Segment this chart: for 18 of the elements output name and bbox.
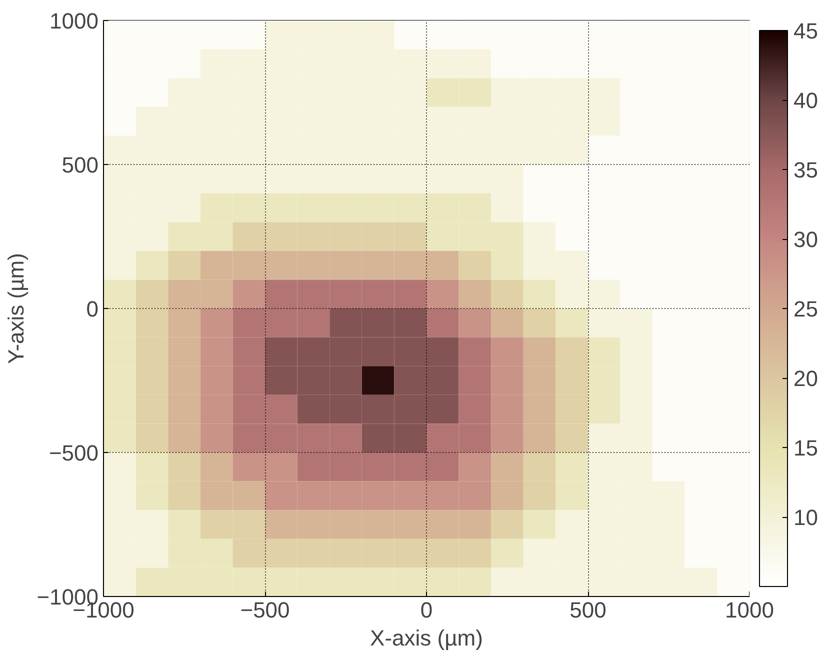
y-tick-label: −500 [48, 440, 99, 466]
y-tick-label: 500 [62, 152, 99, 178]
color-bar-label: 30 [794, 227, 818, 252]
color-bar-label: 25 [794, 296, 818, 322]
y-tick-label: 1000 [50, 8, 99, 34]
x-tick-label: 500 [570, 598, 606, 622]
color-bar-label: 20 [794, 366, 818, 391]
y-axis-title: Y-axis (µm) [4, 253, 29, 364]
y-tick-label: 0 [86, 296, 99, 322]
color-bar-label: 10 [794, 505, 818, 530]
x-tick-label: 1000 [725, 598, 774, 622]
color-bar-label: 35 [794, 158, 818, 182]
color-bar-label: 45 [794, 18, 818, 44]
x-tick-label: −500 [240, 598, 290, 622]
x-axis-title: X-axis (µm) [370, 626, 483, 650]
color-bar-label: 15 [794, 436, 818, 460]
color-bar-label: 40 [794, 88, 818, 113]
x-tick-label: 0 [420, 598, 433, 622]
